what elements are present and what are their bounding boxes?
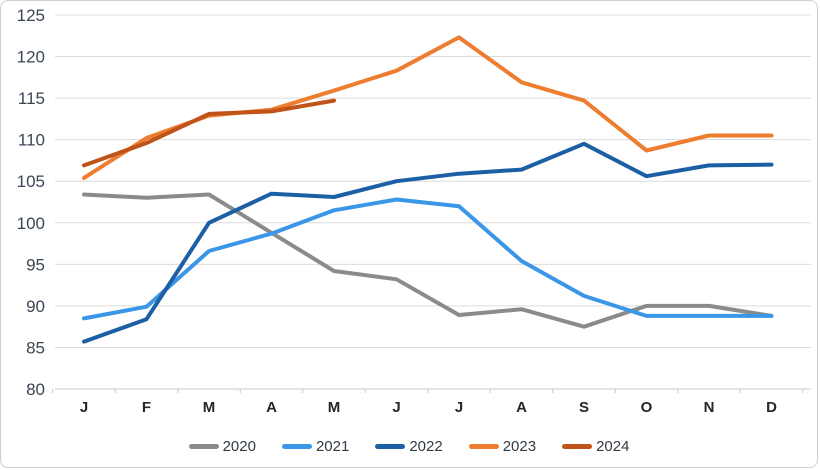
y-tick-label: 85 (26, 338, 45, 357)
y-tick-label: 80 (26, 380, 45, 399)
series-line-2022 (82, 141, 774, 344)
series-line-2023 (82, 35, 774, 180)
legend-item-2023: 2023 (468, 438, 537, 455)
x-tick-label: J (80, 399, 88, 416)
legend-swatch-2024 (562, 444, 593, 449)
legend-label: 2023 (502, 438, 537, 455)
legend-swatch-2021 (281, 444, 312, 449)
legend-label: 2021 (315, 438, 350, 455)
series-line-2020 (82, 192, 774, 329)
legend-item-2020: 2020 (188, 438, 256, 455)
y-tick-label: 120 (17, 48, 45, 67)
y-tick-label: 125 (17, 6, 45, 25)
y-tick-label: 100 (17, 214, 45, 233)
y-tick-label: 105 (17, 172, 45, 191)
series-line-2024 (82, 98, 336, 168)
legend-swatch-2020 (188, 444, 219, 449)
x-tick-label: J (392, 399, 400, 416)
legend-swatch-2023 (468, 444, 499, 449)
x-tick-label: S (579, 399, 589, 416)
y-tick-label: 110 (18, 131, 45, 150)
x-tick-label: M (203, 399, 216, 416)
x-tick-label: J (455, 399, 463, 416)
y-tick-label: 115 (18, 89, 45, 108)
legend-item-2022: 2022 (375, 438, 443, 455)
legend-swatch-2022 (375, 444, 406, 449)
legend-label: 2022 (409, 438, 443, 455)
y-tick-label: 90 (26, 297, 45, 316)
legend-label: 2020 (222, 438, 256, 455)
x-tick-label: A (516, 399, 527, 416)
x-tick-label: M (328, 399, 341, 416)
x-tick-label: F (142, 399, 151, 416)
y-tick-label: 95 (26, 255, 45, 274)
legend-item-2024: 2024 (562, 438, 629, 455)
legend-item-2021: 2021 (281, 438, 350, 455)
legend-label: 2024 (596, 438, 630, 455)
x-tick-label: O (641, 399, 653, 416)
x-tick-label: D (766, 399, 777, 416)
x-tick-label: A (266, 399, 277, 416)
chart-legend: 2020 2021 2022 2023 2024 (1, 438, 817, 455)
series-line-2021 (82, 197, 774, 321)
x-tick-label: N (704, 399, 715, 416)
